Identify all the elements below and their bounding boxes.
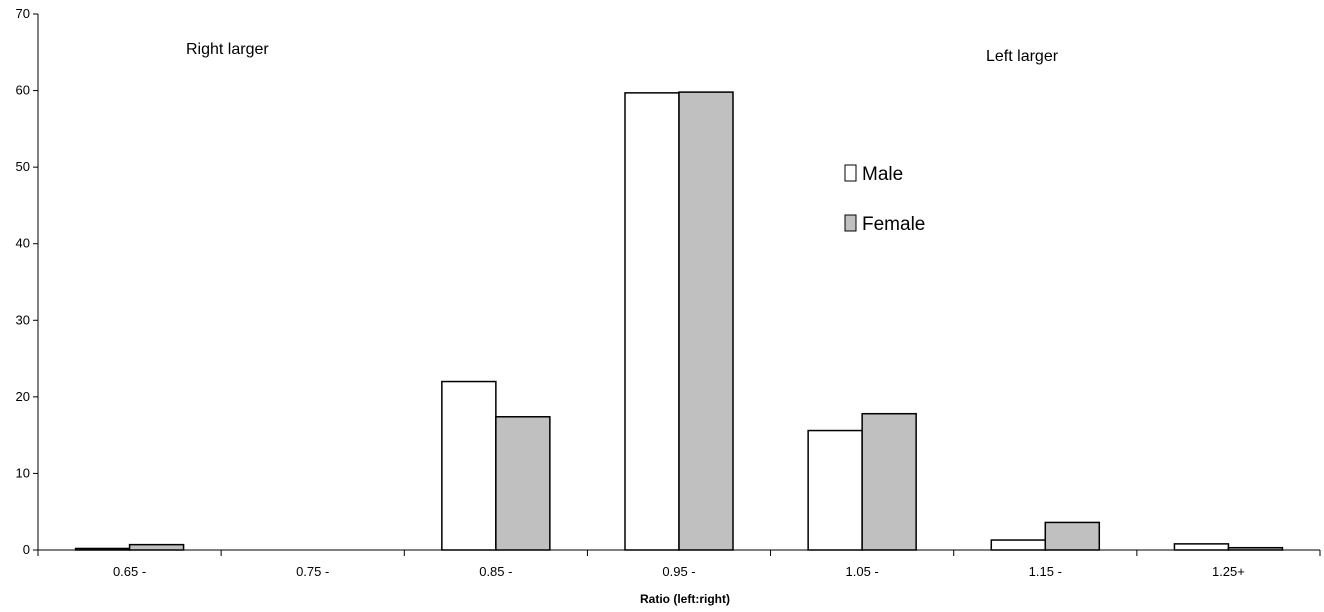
x-axis: 0.65 - 0.75 - 0.85 - 0.95 - 1.05 - 1.15 - 1.25… — [37, 549, 1321, 579]
bar-female — [861, 412, 917, 551]
legend-swatch-male — [844, 164, 857, 182]
bar-female — [1044, 521, 1101, 551]
legend: Male Female — [844, 164, 925, 235]
annotation-left-larger: Left larger — [986, 48, 1059, 65]
y-tick-label: 30 — [16, 312, 30, 327]
x-tick-label: 1.15 - — [1029, 564, 1062, 579]
bar-male — [1173, 543, 1230, 551]
x-tick-label: 0.75 - — [296, 564, 329, 579]
bar-male — [74, 547, 131, 551]
y-tick-label: 60 — [16, 83, 30, 98]
x-tick-label: 0.85 - — [479, 564, 512, 579]
y-tick-label: 70 — [16, 6, 30, 21]
x-tick-label: 1.25+ — [1212, 564, 1245, 579]
bar-female — [495, 416, 551, 551]
bar-male — [807, 429, 863, 551]
bar-male — [990, 539, 1047, 551]
bar-male — [624, 92, 680, 551]
bars — [74, 91, 1284, 551]
bar-female — [1227, 546, 1284, 551]
annotation-right-larger: Right larger — [186, 41, 269, 58]
legend-label-female: Female — [862, 214, 925, 235]
bar-female — [678, 91, 734, 551]
y-tick-label: 20 — [16, 389, 30, 404]
x-axis-title: Ratio (left:right) — [640, 592, 730, 606]
legend-swatch-female — [844, 214, 857, 232]
y-tick-label: 50 — [16, 159, 30, 174]
y-tick-label: 40 — [16, 236, 30, 251]
y-axis: 0 10 20 30 40 50 60 70 — [16, 6, 39, 557]
bar-female — [128, 543, 185, 551]
bar-male — [441, 380, 497, 551]
y-tick-label: 10 — [16, 465, 30, 480]
legend-label-male: Male — [862, 164, 903, 185]
x-tick-label: 0.65 - — [113, 564, 146, 579]
x-tick-label: 0.95 - — [662, 564, 695, 579]
x-tick-label: 1.05 - — [846, 564, 879, 579]
y-tick-label: 0 — [23, 542, 30, 557]
